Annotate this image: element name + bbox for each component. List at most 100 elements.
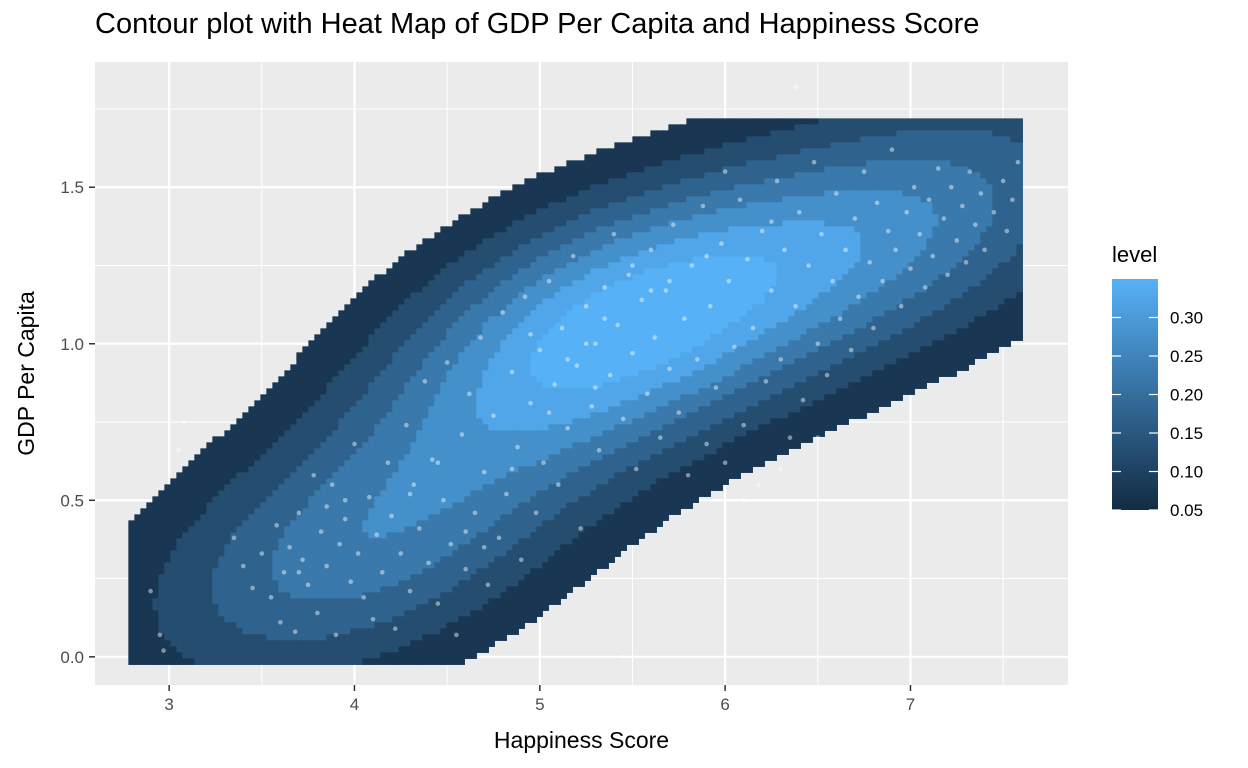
density-cell [506, 280, 513, 287]
density-cell [806, 352, 813, 359]
density-cell [848, 208, 855, 215]
density-cell [962, 346, 969, 353]
density-cell [776, 364, 783, 371]
density-cell [686, 172, 693, 179]
density-cell [680, 166, 687, 173]
density-cell [722, 280, 729, 287]
density-cell [248, 418, 255, 425]
density-cell [788, 178, 795, 185]
density-cell [902, 166, 909, 173]
density-cell [260, 400, 267, 407]
density-cell [776, 196, 783, 203]
density-cell [674, 202, 681, 209]
density-cell [896, 334, 903, 341]
density-cell [374, 376, 381, 383]
density-cell [752, 370, 759, 377]
density-cell [542, 220, 549, 227]
density-cell [584, 202, 591, 209]
density-cell [800, 190, 807, 197]
density-cell [338, 418, 345, 425]
density-cell [626, 262, 633, 269]
density-cell [350, 370, 357, 377]
density-cell [704, 274, 711, 281]
density-cell [692, 304, 699, 311]
density-cell [962, 172, 969, 179]
density-cell [716, 130, 723, 137]
density-cell [350, 364, 357, 371]
density-cell [344, 376, 351, 383]
density-cell [1016, 250, 1023, 257]
density-cell [974, 118, 981, 125]
density-cell [656, 412, 663, 419]
density-cell [488, 388, 495, 395]
density-cell [326, 412, 333, 419]
density-cell [878, 220, 885, 227]
density-cell [878, 136, 885, 143]
density-cell [968, 334, 975, 341]
density-cell [686, 148, 693, 155]
density-cell [524, 178, 531, 185]
density-cell [938, 232, 945, 239]
density-cell [836, 154, 843, 161]
density-cell [374, 298, 381, 305]
density-cell [548, 274, 555, 281]
density-cell [764, 172, 771, 179]
density-cell [788, 142, 795, 149]
density-cell [452, 226, 459, 233]
density-cell [740, 154, 747, 161]
density-cell [848, 202, 855, 209]
density-cell [902, 232, 909, 239]
density-cell [524, 418, 531, 425]
density-cell [794, 316, 801, 323]
density-cell [488, 196, 495, 203]
density-cell [866, 250, 873, 257]
density-cell [650, 412, 657, 419]
density-cell [446, 364, 453, 371]
density-cell [440, 376, 447, 383]
density-cell [854, 262, 861, 269]
density-cell [740, 196, 747, 203]
density-cell [932, 340, 939, 347]
density-cell [614, 328, 621, 335]
density-cell [626, 226, 633, 233]
density-cell [854, 208, 861, 215]
density-cell [884, 154, 891, 161]
density-cell [788, 298, 795, 305]
density-cell [878, 292, 885, 299]
density-cell [452, 238, 459, 245]
density-cell [884, 184, 891, 191]
density-cell [884, 196, 891, 203]
density-cell [1010, 208, 1017, 215]
density-cell [878, 142, 885, 149]
density-cell [350, 352, 357, 359]
density-cell [1010, 226, 1017, 233]
density-cell [668, 304, 675, 311]
density-cell [692, 280, 699, 287]
density-cell [788, 304, 795, 311]
density-cell [698, 280, 705, 287]
density-cell [854, 382, 861, 389]
density-cell [668, 286, 675, 293]
density-cell [452, 418, 459, 425]
density-cell [908, 124, 915, 131]
density-cell [776, 412, 783, 419]
density-cell [704, 178, 711, 185]
density-cell [782, 388, 789, 395]
density-cell [710, 274, 717, 281]
density-cell [644, 262, 651, 269]
density-cell [884, 244, 891, 251]
density-cell [434, 412, 441, 419]
density-cell [926, 370, 933, 377]
density-cell [818, 202, 825, 209]
density-cell [794, 304, 801, 311]
density-cell [1004, 202, 1011, 209]
density-cell [452, 250, 459, 257]
density-cell [398, 274, 405, 281]
density-cell [758, 154, 765, 161]
density-cell [806, 220, 813, 227]
density-cell [974, 160, 981, 167]
density-cell [662, 316, 669, 323]
density-cell [650, 280, 657, 287]
density-cell [938, 364, 945, 371]
density-cell [626, 394, 633, 401]
